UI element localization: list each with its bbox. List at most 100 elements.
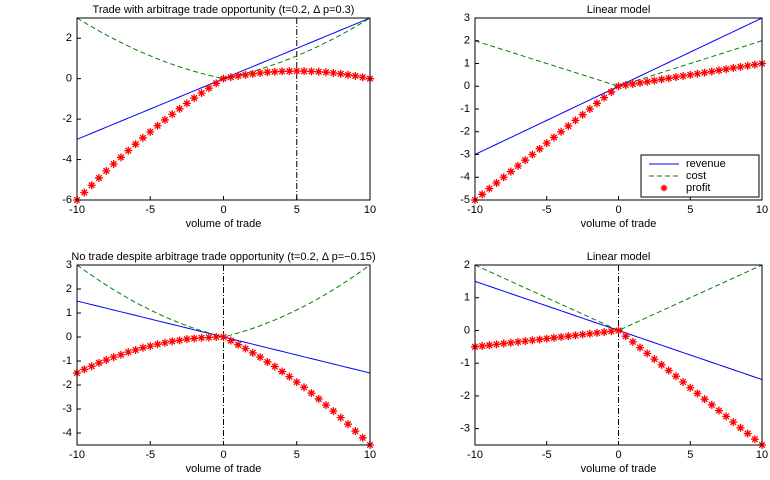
star-marker xyxy=(514,161,523,170)
chart-title: Linear model xyxy=(587,4,651,16)
star-marker xyxy=(499,339,508,348)
axes-frame xyxy=(474,264,763,446)
x-tick-label: -5 xyxy=(542,449,552,461)
star-marker xyxy=(241,344,250,353)
star-marker xyxy=(607,327,616,336)
x-tick-label: -10 xyxy=(69,204,85,216)
star-marker xyxy=(270,362,279,371)
y-tick-label: 0 xyxy=(464,324,470,336)
star-marker xyxy=(657,75,666,84)
star-marker xyxy=(506,338,515,347)
plot-content xyxy=(471,264,766,449)
star-marker xyxy=(492,178,501,187)
x-axis-label: volume of trade xyxy=(186,463,262,475)
star-marker xyxy=(621,332,630,341)
star-marker xyxy=(729,418,738,427)
star-marker xyxy=(614,82,623,91)
star-marker xyxy=(300,67,309,76)
x-tick-label: -10 xyxy=(467,449,483,461)
star-marker xyxy=(197,333,206,342)
star-marker xyxy=(292,66,301,75)
star-marker xyxy=(226,336,235,345)
star-marker xyxy=(358,73,367,82)
y-tick-label: 2 xyxy=(66,32,72,44)
star-marker xyxy=(578,110,587,119)
y-tick-label: 2 xyxy=(464,35,470,47)
star-marker xyxy=(592,99,601,108)
y-tick-label: 3 xyxy=(464,12,470,24)
star-marker xyxy=(146,127,155,136)
star-marker xyxy=(514,337,523,346)
star-marker xyxy=(664,74,673,83)
star-marker xyxy=(607,87,616,96)
star-marker xyxy=(182,99,191,108)
star-marker xyxy=(168,110,177,119)
star-marker xyxy=(650,355,659,364)
star-marker xyxy=(278,367,287,376)
x-axis-label: volume of trade xyxy=(581,463,657,475)
star-marker xyxy=(621,81,630,90)
star-marker xyxy=(679,72,688,81)
star-marker xyxy=(750,435,759,444)
star-marker xyxy=(285,67,294,76)
star-marker xyxy=(722,412,731,421)
star-marker xyxy=(285,372,294,381)
star-marker xyxy=(175,336,184,345)
axes-frame xyxy=(76,264,371,446)
series-line xyxy=(474,40,763,87)
y-tick-label: -3 xyxy=(62,403,72,415)
y-tick-label: -3 xyxy=(460,148,470,160)
star-marker xyxy=(499,173,508,182)
star-marker xyxy=(307,67,316,76)
star-marker xyxy=(307,389,316,398)
star-marker xyxy=(87,362,96,371)
legend-label: profit xyxy=(686,182,710,194)
star-marker xyxy=(707,67,716,76)
y-tick-label: -5 xyxy=(460,194,470,206)
star-marker xyxy=(521,337,530,346)
star-marker xyxy=(168,337,177,346)
star-marker xyxy=(643,77,652,86)
star-marker xyxy=(592,328,601,337)
plot-content xyxy=(73,17,374,204)
star-marker xyxy=(160,115,169,124)
y-tick-label: 1 xyxy=(66,307,72,319)
star-marker xyxy=(736,62,745,71)
star-marker xyxy=(750,60,759,69)
star-marker xyxy=(131,140,140,149)
chart-title: Linear model xyxy=(587,251,651,263)
star-marker xyxy=(212,79,221,88)
star-marker xyxy=(729,64,738,73)
star-marker xyxy=(549,333,558,342)
star-marker xyxy=(234,340,243,349)
star-marker xyxy=(212,333,221,341)
y-tick-label: 2 xyxy=(464,259,470,271)
star-marker xyxy=(80,188,89,197)
x-tick-label: -10 xyxy=(69,449,85,461)
star-marker xyxy=(248,69,257,78)
axes-frame xyxy=(76,17,371,201)
y-tick-label: 2 xyxy=(66,283,72,295)
star-marker xyxy=(175,104,184,113)
star-marker xyxy=(329,69,338,78)
x-tick-label: 0 xyxy=(615,204,621,216)
star-marker xyxy=(542,334,551,343)
star-marker xyxy=(336,413,345,422)
star-marker xyxy=(664,366,673,375)
star-marker xyxy=(314,67,323,76)
star-marker xyxy=(478,342,487,350)
y-tick-label: -6 xyxy=(62,194,72,206)
star-marker xyxy=(256,69,265,78)
star-marker xyxy=(344,420,353,429)
star-marker xyxy=(485,184,494,193)
star-marker xyxy=(549,133,558,142)
star-marker xyxy=(743,61,752,70)
star-marker xyxy=(700,68,709,77)
star-marker xyxy=(679,378,688,386)
star-marker xyxy=(671,73,680,82)
x-tick-label: -5 xyxy=(145,449,155,461)
star-marker xyxy=(528,336,537,345)
star-marker xyxy=(322,401,331,410)
